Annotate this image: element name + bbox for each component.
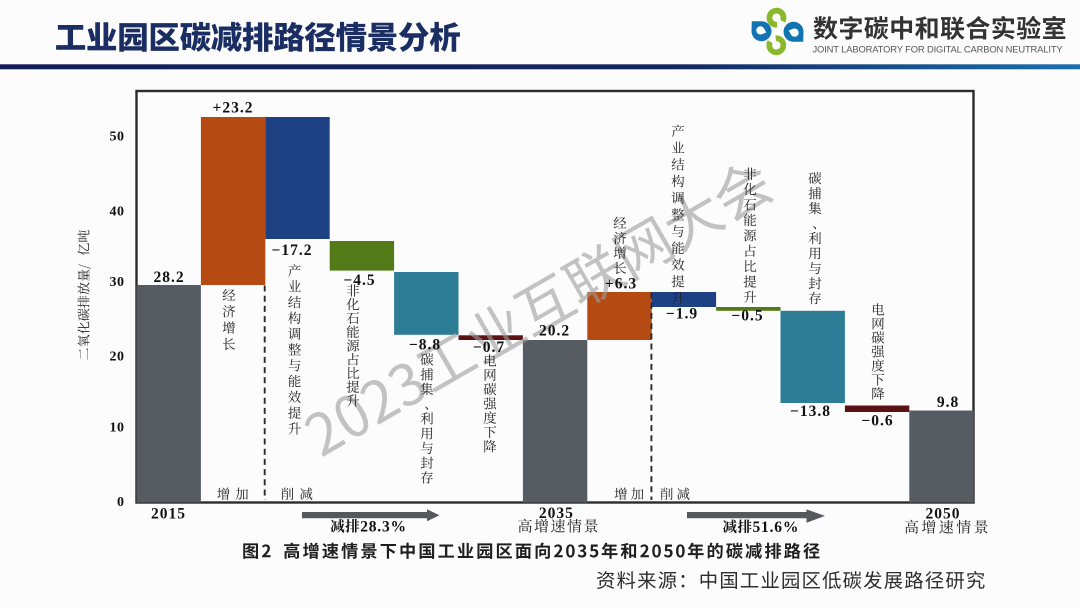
svg-text:10: 10 [110,420,125,435]
svg-text:+23.2: +23.2 [213,100,254,117]
svg-text:40: 40 [110,204,125,219]
svg-text:−0.5: −0.5 [731,308,763,325]
svg-text:JOINT LABORATORY FOR DIGITAL C: JOINT LABORATORY FOR DIGITAL CARBON NEUT… [813,44,1064,55]
svg-text:−8.8: −8.8 [409,337,441,354]
svg-text:28.2: 28.2 [153,269,184,286]
svg-text:−1.9: −1.9 [666,306,698,323]
svg-text:−13.8: −13.8 [790,403,831,420]
svg-text:2015: 2015 [151,506,186,523]
svg-text:9.8: 9.8 [937,394,959,411]
svg-text:0: 0 [117,495,125,510]
svg-text:−17.2: −17.2 [272,242,313,259]
svg-text:50: 50 [110,130,125,145]
svg-text:28.3%: 28.3% [360,518,407,535]
svg-text:51.6%: 51.6% [753,519,800,536]
svg-text:−4.5: −4.5 [343,272,375,289]
svg-text:2050: 2050 [926,505,961,522]
svg-text:−0.7: −0.7 [473,339,505,356]
svg-text:2035: 2035 [539,505,574,522]
svg-text:30: 30 [110,275,125,290]
svg-text:20.2: 20.2 [539,323,570,340]
svg-text:20: 20 [110,349,125,364]
svg-text:+6.3: +6.3 [605,276,637,293]
svg-text:−0.6: −0.6 [861,413,893,430]
